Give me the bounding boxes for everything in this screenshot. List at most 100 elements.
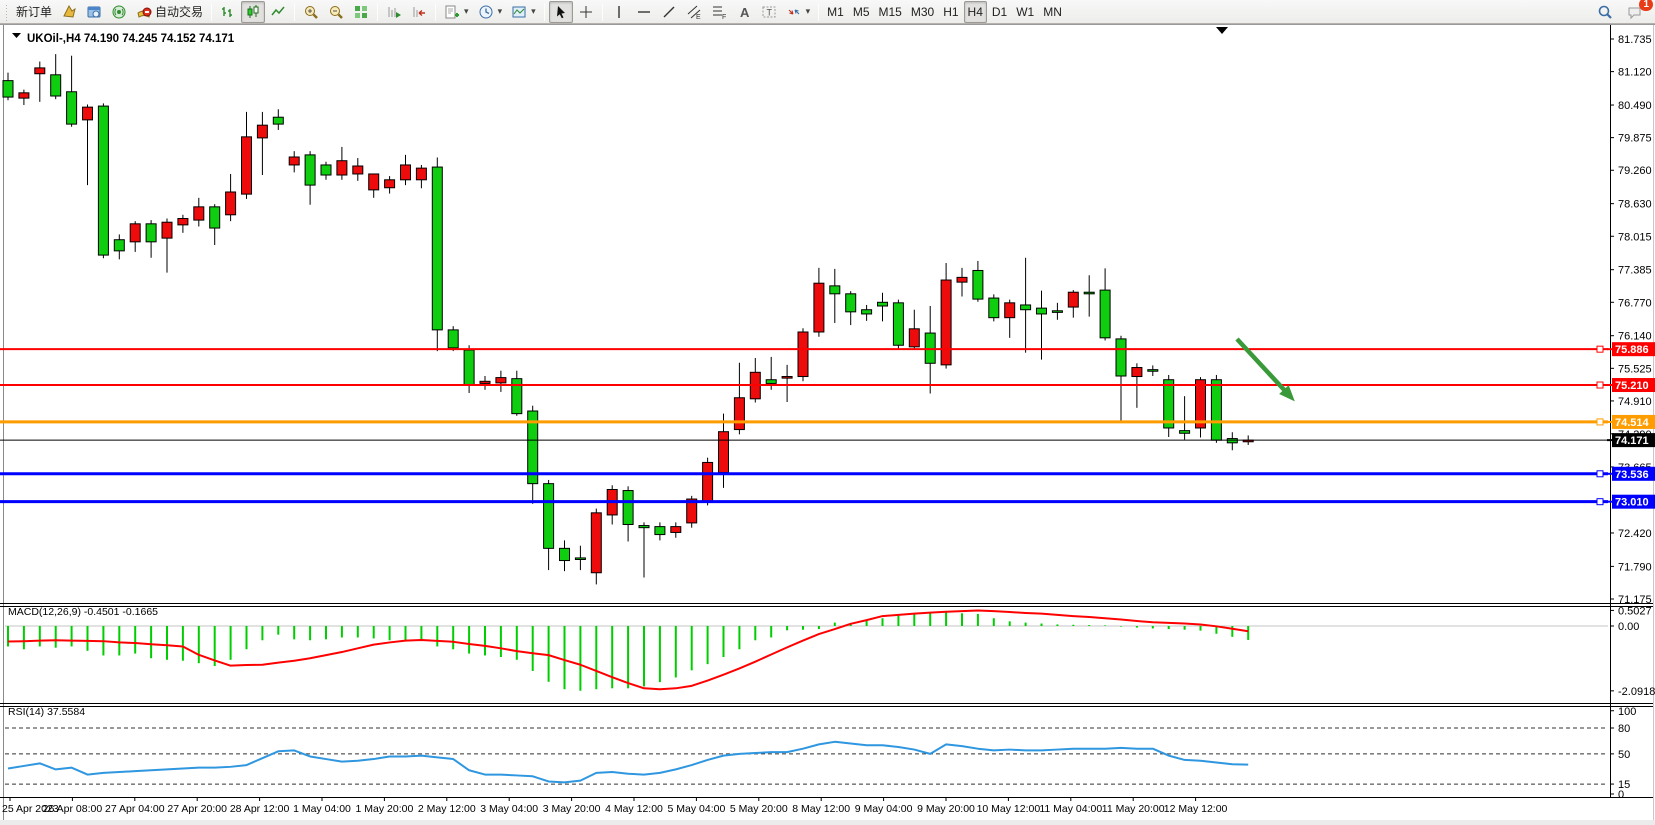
zoom-out-icon (328, 4, 344, 20)
candle-body (1179, 430, 1191, 434)
line-chart-button[interactable] (266, 1, 290, 23)
zoom-out-button[interactable] (324, 1, 348, 23)
text-label-button[interactable]: T (757, 1, 781, 23)
rsi-axis-label: 15 (1618, 779, 1630, 791)
market-watch-icon[interactable] (82, 1, 106, 23)
macd-axis-label: 0.00 (1618, 621, 1639, 633)
chart-shift-button[interactable] (407, 1, 431, 23)
candle-body (829, 285, 841, 295)
candle-body (415, 167, 427, 181)
candle-body (1115, 338, 1127, 377)
dropdown-caret-icon[interactable]: ▾ (531, 6, 536, 16)
periods-button[interactable]: ▾ (474, 1, 507, 23)
candle-body (988, 297, 1000, 319)
price-badge: 75.886 (1607, 342, 1655, 357)
dropdown-caret-icon[interactable]: ▾ (497, 6, 503, 16)
candle-body (908, 328, 920, 348)
timeframe-m15[interactable]: M15 (875, 1, 906, 23)
equidistant-channel-button[interactable]: E (682, 1, 706, 23)
candle-body (733, 397, 745, 431)
candle-body (654, 526, 666, 536)
line-handle[interactable] (1596, 381, 1604, 389)
line-handle[interactable] (1596, 498, 1604, 506)
line-handle[interactable] (1596, 418, 1604, 426)
candle-body (956, 276, 968, 283)
time-axis-label: 27 Apr 20:00 (167, 803, 227, 815)
arrows-button[interactable]: ▾ (782, 1, 815, 23)
candle-body (113, 239, 125, 252)
line-handle[interactable] (1596, 470, 1604, 478)
templates-button[interactable]: ▾ (507, 1, 540, 23)
zoom-in-button[interactable] (299, 1, 323, 23)
green-signal-icon (111, 4, 127, 20)
timeframe-d1[interactable]: D1 (988, 1, 1011, 23)
tile-windows-button[interactable] (349, 1, 373, 23)
toolbar-separator (211, 2, 213, 21)
chart-shift-marker[interactable] (1216, 27, 1228, 34)
candle-body (1131, 367, 1143, 378)
candlestick-button[interactable] (241, 0, 266, 23)
dropdown-caret-icon[interactable]: ▾ (805, 6, 811, 16)
price-axis-label: 78.630 (1618, 199, 1652, 211)
dropdown-caret-icon[interactable]: ▾ (464, 6, 469, 16)
vertical-line-button[interactable] (607, 1, 631, 23)
auto-scroll-button[interactable] (382, 1, 406, 23)
time-axis-label: 11 May 20:00 (1102, 803, 1165, 815)
signal-icon[interactable] (107, 1, 131, 23)
bar-chart-button[interactable] (216, 1, 240, 23)
timeframe-m1[interactable]: M1 (823, 1, 848, 23)
candle-body (1004, 302, 1016, 319)
fibonacci-button[interactable]: F (707, 1, 731, 23)
timeframe-mn[interactable]: MN (1039, 1, 1066, 23)
crosshair-button[interactable] (574, 1, 598, 23)
time-axis-label: 3 May 04:00 (480, 803, 538, 815)
candle-body (686, 498, 698, 524)
timeframe-w1[interactable]: W1 (1012, 1, 1038, 23)
svg-text:74.171: 74.171 (1615, 435, 1649, 447)
horizontal-line-button[interactable] (632, 1, 656, 23)
macd-axis-label: 0.5027 (1618, 605, 1652, 617)
toolbar-separator (818, 2, 820, 21)
timeframe-m30[interactable]: M30 (907, 1, 938, 23)
indicators-icon (444, 4, 460, 20)
candle-body (797, 331, 809, 378)
toolbar: 新订单 自动交易 ▾ ▾ ▾ E F A T ▾ M1 M5 M15 M30 H1 H4 D1 W1 MN 1 (0, 0, 1655, 24)
time-axis-label: 1 May 20:00 (356, 803, 414, 815)
line-handle[interactable] (1596, 345, 1604, 353)
candle-body (352, 165, 364, 175)
timeframe-m15-label: M15 (878, 4, 902, 19)
autotrade-button[interactable]: 自动交易 (132, 1, 207, 23)
text-button[interactable]: A (732, 1, 756, 23)
svg-text:74.514: 74.514 (1615, 417, 1650, 429)
search-icon[interactable] (1593, 1, 1617, 23)
timeframe-h1[interactable]: H1 (939, 1, 962, 23)
toolbar-group-timeframes: M1 M5 M15 M30 H1 H4 D1 W1 MN (823, 0, 1066, 24)
candle-body (511, 378, 523, 415)
time-axis-label: 5 May 20:00 (730, 803, 788, 815)
toolbar-grip[interactable] (4, 2, 9, 21)
trend-arrow-annotation[interactable] (1235, 337, 1295, 402)
chat-icon[interactable]: 1 (1623, 0, 1653, 23)
svg-text:E: E (696, 14, 701, 20)
price-axis-label: 75.525 (1618, 363, 1652, 375)
price-axis-label: 79.260 (1618, 165, 1652, 177)
candle-body (702, 461, 714, 503)
one-click-trading-icon[interactable] (57, 1, 81, 23)
new-order-button[interactable]: 新订单 (12, 1, 56, 23)
candle-body (447, 329, 459, 349)
timeframe-m5[interactable]: M5 (849, 1, 874, 23)
cursor-button[interactable] (548, 0, 573, 23)
candle-body (1163, 379, 1175, 429)
candle-body (209, 206, 221, 229)
price-axis-label: 78.015 (1618, 231, 1652, 243)
time-axis-label: 4 May 12:00 (605, 803, 663, 815)
candle-body (861, 309, 873, 315)
price-axis-label: 71.175 (1618, 594, 1652, 606)
trendline-button[interactable] (657, 1, 681, 23)
timeframe-h4[interactable]: H4 (963, 0, 987, 23)
indicators-button[interactable]: ▾ (440, 1, 473, 23)
symbol-dropdown-icon[interactable] (12, 33, 21, 38)
candle-body (924, 332, 936, 364)
